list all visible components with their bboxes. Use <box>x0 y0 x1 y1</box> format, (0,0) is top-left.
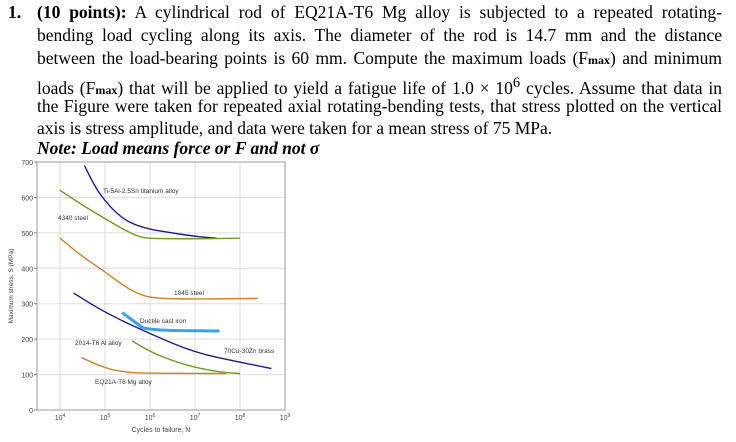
series-label: 70Cu-30Zn brass <box>224 348 275 355</box>
problem-line-2: bending load cycling along its axis. The… <box>37 25 722 45</box>
problem-line-5: the Figure were taken for repeated axial… <box>37 96 722 116</box>
x-tick-label: 107 <box>190 413 201 422</box>
series-line-4340-steel <box>59 189 241 240</box>
series-label: 4340 steel <box>58 215 89 222</box>
problem-number: 1. <box>8 2 22 22</box>
superscript: 6 <box>512 75 521 91</box>
text: cycles. Assume that data in <box>520 77 723 98</box>
x-tick-label: 104 <box>55 413 66 422</box>
series-label: Ductile cast iron <box>140 318 187 325</box>
y-tick-label: 200 <box>21 337 33 344</box>
series-label: 1045 steel <box>174 290 205 297</box>
series-line-70cu-30zn-brass <box>131 340 241 375</box>
y-tick-label: 600 <box>21 195 33 202</box>
problem-line-6: axis is stress amplitude, and data were … <box>37 118 553 138</box>
text: between the load-bearing points is 60 mm… <box>37 48 589 68</box>
text: ) and minimum <box>610 48 722 68</box>
y-tick-label: 400 <box>21 266 33 273</box>
x-tick-label: 109 <box>280 413 291 422</box>
plot-frame <box>36 161 286 411</box>
series-line-ductile-cast-iron <box>121 311 220 333</box>
y-axis-label: Maximum stress, S (MPa) <box>8 249 15 324</box>
text: loads (F <box>37 77 96 98</box>
y-tick-label: 300 <box>21 302 33 309</box>
subscript: max <box>95 82 118 97</box>
problem-line-4: loads (Fmax) that will be applied to yie… <box>37 73 722 100</box>
y-tick-label: 700 <box>21 160 33 167</box>
series-line-ti-5al-2-5sn-titanium-alloy <box>83 165 217 239</box>
series-line-2014-t6-al-alloy <box>73 292 272 370</box>
subscript: max <box>588 53 611 67</box>
series-label: 2014-T6 Al alloy <box>75 340 122 347</box>
series-labels: Ti-5Al-2.5Sn titanium alloy 4340 steel 104… <box>58 188 275 386</box>
x-tick-label: 108 <box>235 413 246 422</box>
series-line-1045-steel <box>59 237 258 300</box>
x-axis-label: Cycles to failure, N <box>132 427 191 434</box>
curves <box>59 165 272 375</box>
series-label: EQ21A-T6 Mg alloy <box>95 379 152 386</box>
y-tick-label: 100 <box>21 373 33 380</box>
problem-line-1: (10 points): A cylindrical rod of EQ21A-… <box>37 2 722 22</box>
series-line-eq21a-t6-mg-alloy <box>81 356 227 375</box>
series-label: Ti-5Al-2.5Sn titanium alloy <box>103 188 179 195</box>
x-tick-label: 105 <box>100 413 111 422</box>
x-tick-label: 106 <box>145 413 156 422</box>
text: A cylindrical rod of EQ21A-T6 Mg alloy i… <box>126 2 722 22</box>
problem-line-3: between the load-bearing points is 60 mm… <box>37 48 722 70</box>
y-tick-label: 500 <box>21 231 33 238</box>
problem-note: Note: Load means force or F and not σ <box>37 138 320 158</box>
axes: 0 100 200 300 400 500 600 700 104 105 106 107 108 109… <box>8 160 291 434</box>
y-tick-label: 0 <box>29 408 33 415</box>
points-label: (10 points): <box>37 2 127 22</box>
text: ) that will be applied to yield a fatigu… <box>117 77 513 98</box>
